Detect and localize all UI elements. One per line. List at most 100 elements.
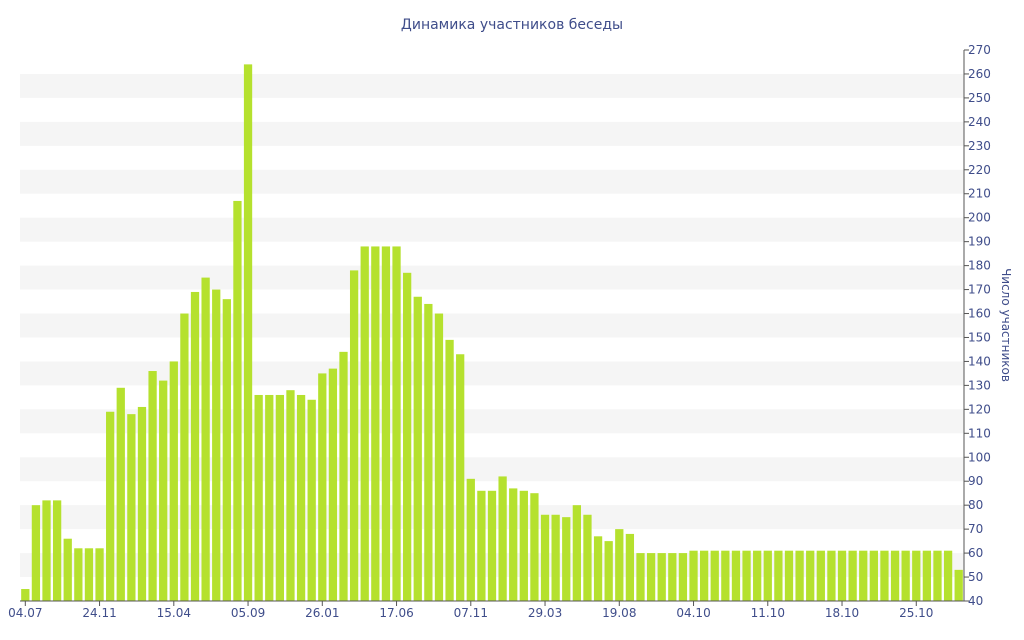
y-tick-label: 240 bbox=[968, 115, 991, 129]
bar bbox=[106, 411, 115, 601]
y-axis-label: Число участников bbox=[999, 268, 1013, 382]
bar bbox=[233, 200, 242, 601]
bar bbox=[583, 514, 592, 601]
bar bbox=[593, 536, 603, 601]
bar bbox=[890, 550, 900, 601]
bar bbox=[806, 550, 815, 601]
y-tick-label: 260 bbox=[968, 67, 991, 81]
x-tick-label: 11.10 bbox=[751, 606, 785, 620]
bar bbox=[159, 380, 168, 601]
bar bbox=[413, 296, 422, 601]
bar bbox=[180, 313, 189, 601]
bar bbox=[848, 550, 857, 601]
x-tick-label: 24.11 bbox=[82, 606, 116, 620]
bar bbox=[668, 553, 677, 601]
bar bbox=[933, 550, 942, 601]
bar bbox=[296, 394, 306, 601]
bar bbox=[784, 550, 794, 601]
bar bbox=[84, 548, 94, 601]
x-tick-label: 19.08 bbox=[602, 606, 636, 620]
bar bbox=[604, 541, 613, 601]
x-tick-label: 05.09 bbox=[231, 606, 265, 620]
bar bbox=[625, 533, 635, 601]
bar bbox=[731, 550, 741, 601]
bar bbox=[371, 246, 380, 601]
x-axis: 04.07 24.11 15.04 05.09 26.01 17.06 07.11 29.03… bbox=[8, 600, 964, 620]
bar bbox=[339, 351, 348, 601]
y-tick-label: 160 bbox=[968, 307, 991, 321]
bar bbox=[148, 371, 157, 601]
y-tick-label: 230 bbox=[968, 139, 991, 153]
bar bbox=[52, 500, 62, 601]
bar bbox=[721, 550, 730, 601]
bar bbox=[912, 550, 921, 601]
bar bbox=[477, 490, 486, 601]
grid-band bbox=[20, 361, 964, 386]
bar bbox=[615, 529, 624, 601]
y-tick-label: 90 bbox=[968, 474, 983, 488]
bar bbox=[74, 548, 83, 601]
bar bbox=[742, 550, 751, 601]
bar bbox=[424, 303, 433, 601]
x-tick-label: 18.10 bbox=[825, 606, 859, 620]
bar bbox=[509, 488, 518, 601]
bar bbox=[816, 550, 825, 601]
bar bbox=[551, 514, 560, 601]
bar bbox=[530, 493, 539, 601]
grid-band bbox=[20, 169, 964, 194]
y-tick-label: 70 bbox=[968, 522, 983, 536]
bar bbox=[859, 550, 868, 601]
bar bbox=[254, 394, 263, 601]
bar bbox=[710, 550, 719, 601]
bar bbox=[636, 553, 645, 601]
bar bbox=[456, 354, 465, 601]
grid-band bbox=[20, 217, 964, 242]
y-tick-label: 60 bbox=[968, 546, 983, 560]
bar bbox=[466, 478, 475, 601]
bar bbox=[434, 313, 444, 601]
x-tick-label: 04.07 bbox=[8, 606, 42, 620]
bar bbox=[753, 550, 762, 601]
bar bbox=[222, 299, 231, 601]
y-tick-label: 210 bbox=[968, 187, 991, 201]
grid-bands bbox=[20, 73, 964, 578]
bar bbox=[381, 246, 391, 601]
bar bbox=[137, 406, 147, 601]
bar bbox=[445, 339, 454, 601]
bar bbox=[169, 361, 178, 601]
chart-title: Динамика участников беседы bbox=[401, 17, 623, 33]
y-tick-label: 270 bbox=[968, 43, 991, 57]
bar bbox=[201, 277, 210, 601]
bar bbox=[31, 505, 41, 601]
y-tick-label: 200 bbox=[968, 211, 991, 225]
bar bbox=[127, 414, 136, 601]
y-tick-label: 170 bbox=[968, 283, 991, 297]
bar bbox=[774, 550, 783, 601]
bar bbox=[95, 548, 104, 601]
bar bbox=[519, 490, 528, 601]
bar bbox=[699, 550, 709, 601]
bar bbox=[954, 569, 963, 601]
bar bbox=[689, 550, 698, 601]
x-tick-label: 29.03 bbox=[528, 606, 562, 620]
x-tick-label: 26.01 bbox=[305, 606, 339, 620]
y-tick-label: 220 bbox=[968, 163, 991, 177]
y-tick-label: 150 bbox=[968, 330, 991, 344]
x-tick-label: 17.06 bbox=[379, 606, 413, 620]
bar bbox=[795, 550, 804, 601]
bar bbox=[880, 550, 889, 601]
bar bbox=[498, 476, 507, 601]
bar bbox=[42, 500, 51, 601]
bar bbox=[360, 246, 369, 601]
bar bbox=[307, 399, 316, 601]
x-tick-label: 07.11 bbox=[454, 606, 488, 620]
bar bbox=[328, 368, 338, 601]
bar bbox=[763, 550, 772, 601]
y-tick-label: 130 bbox=[968, 378, 991, 392]
bar bbox=[275, 394, 285, 601]
y-tick-label: 100 bbox=[968, 450, 991, 464]
bar bbox=[116, 387, 125, 601]
bar bbox=[646, 553, 656, 601]
y-tick-label: 250 bbox=[968, 91, 991, 105]
